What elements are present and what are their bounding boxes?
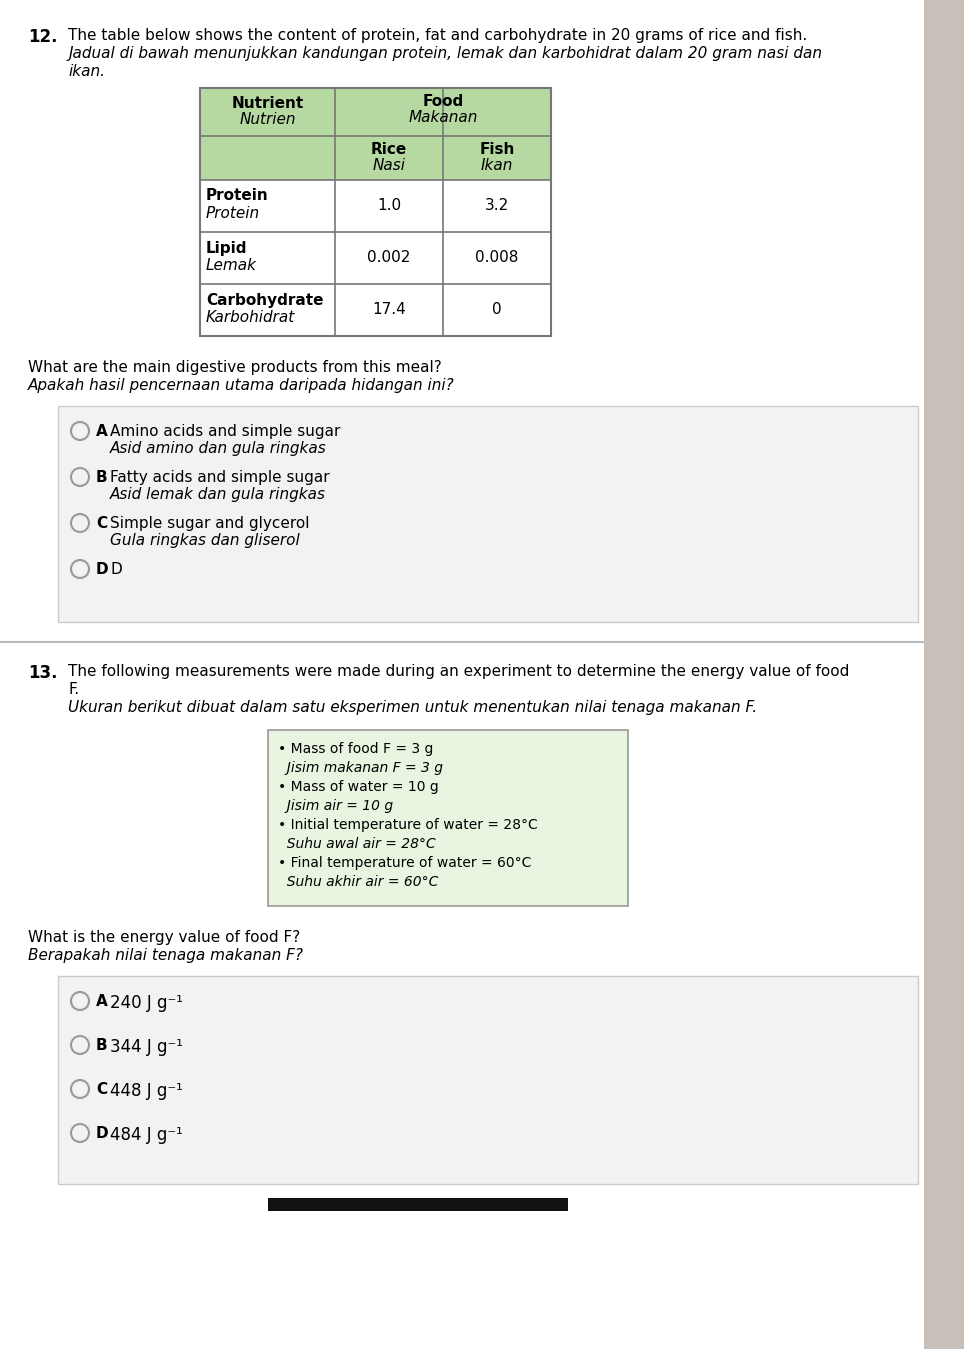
Text: Jadual di bawah menunjukkan kandungan protein, lemak dan karbohidrat dalam 20 gr: Jadual di bawah menunjukkan kandungan pr… — [68, 46, 822, 61]
Text: Asid lemak dan gula ringkas: Asid lemak dan gula ringkas — [110, 487, 326, 502]
Bar — [200, 88, 551, 179]
Text: Suhu awal air = 28°C: Suhu awal air = 28°C — [278, 836, 436, 851]
Text: Ukuran berikut dibuat dalam satu eksperimen untuk menentukan nilai tenaga makana: Ukuran berikut dibuat dalam satu eksperi… — [68, 700, 757, 715]
Text: Ikan: Ikan — [481, 158, 513, 173]
Text: 13.: 13. — [28, 664, 58, 683]
Text: Nutrient: Nutrient — [231, 96, 304, 111]
Text: Protein: Protein — [206, 206, 260, 221]
Text: Fish: Fish — [479, 142, 515, 156]
Bar — [924, 0, 964, 1349]
Text: Nasi: Nasi — [372, 158, 406, 173]
Text: 344 J g⁻¹: 344 J g⁻¹ — [110, 1037, 183, 1056]
Text: The table below shows the content of protein, fat and carbohydrate in 20 grams o: The table below shows the content of pro… — [68, 28, 807, 43]
Text: A: A — [96, 424, 108, 438]
Bar — [200, 179, 551, 232]
Text: Asid amino dan gula ringkas: Asid amino dan gula ringkas — [110, 441, 327, 456]
Bar — [200, 285, 551, 336]
Text: Jisim makanan F = 3 g: Jisim makanan F = 3 g — [278, 761, 443, 774]
Text: Apakah hasil pencernaan utama daripada hidangan ini?: Apakah hasil pencernaan utama daripada h… — [28, 378, 455, 393]
Text: • Mass of water = 10 g: • Mass of water = 10 g — [278, 780, 439, 795]
Text: Amino acids and simple sugar: Amino acids and simple sugar — [110, 424, 340, 438]
Text: ikan.: ikan. — [68, 63, 105, 80]
Text: Lemak: Lemak — [206, 259, 257, 274]
Text: What is the energy value of food F?: What is the energy value of food F? — [28, 929, 300, 946]
Text: Rice: Rice — [371, 142, 407, 156]
Text: Berapakah nilai tenaga makanan F?: Berapakah nilai tenaga makanan F? — [28, 948, 303, 963]
Text: Fatty acids and simple sugar: Fatty acids and simple sugar — [110, 469, 330, 486]
Bar — [58, 975, 918, 1184]
Text: 3.2: 3.2 — [485, 198, 509, 213]
Text: 17.4: 17.4 — [372, 302, 406, 317]
Text: 484 J g⁻¹: 484 J g⁻¹ — [110, 1126, 183, 1144]
Text: B: B — [96, 469, 108, 486]
Text: 1.0: 1.0 — [377, 198, 401, 213]
Bar — [58, 406, 918, 622]
Text: Nutrien: Nutrien — [239, 112, 296, 127]
Text: D: D — [96, 1126, 109, 1141]
Text: 0: 0 — [493, 302, 502, 317]
Bar — [200, 232, 551, 285]
Text: Carbohydrate: Carbohydrate — [206, 293, 324, 308]
Text: D: D — [110, 563, 121, 577]
Text: What are the main digestive products from this meal?: What are the main digestive products fro… — [28, 360, 442, 375]
Text: C: C — [96, 1082, 107, 1097]
Text: Karbohidrat: Karbohidrat — [206, 310, 295, 325]
Text: Protein: Protein — [206, 189, 269, 204]
Text: Gula ringkas dan gliserol: Gula ringkas dan gliserol — [110, 533, 300, 548]
Bar — [268, 1198, 568, 1211]
Text: Food: Food — [422, 94, 464, 109]
Text: • Initial temperature of water = 28°C: • Initial temperature of water = 28°C — [278, 817, 538, 832]
Text: B: B — [96, 1037, 108, 1054]
Text: Jisim air = 10 g: Jisim air = 10 g — [278, 799, 393, 813]
Text: 0.002: 0.002 — [367, 251, 411, 266]
Text: 240 J g⁻¹: 240 J g⁻¹ — [110, 994, 183, 1012]
Text: C: C — [96, 517, 107, 532]
Text: D: D — [96, 563, 109, 577]
Text: A: A — [96, 994, 108, 1009]
Text: The following measurements were made during an experiment to determine the energ: The following measurements were made dur… — [68, 664, 849, 679]
Bar — [268, 730, 628, 907]
Text: 448 J g⁻¹: 448 J g⁻¹ — [110, 1082, 183, 1099]
Text: Simple sugar and glycerol: Simple sugar and glycerol — [110, 517, 309, 532]
Text: 12.: 12. — [28, 28, 58, 46]
Text: Makanan: Makanan — [409, 111, 478, 125]
Text: Suhu akhir air = 60°C: Suhu akhir air = 60°C — [278, 876, 439, 889]
Text: F.: F. — [68, 683, 79, 697]
Text: 0.008: 0.008 — [475, 251, 519, 266]
Text: • Final temperature of water = 60°C: • Final temperature of water = 60°C — [278, 857, 531, 870]
Bar — [200, 88, 551, 336]
Text: • Mass of food F = 3 g: • Mass of food F = 3 g — [278, 742, 434, 755]
Text: Lipid: Lipid — [206, 240, 248, 255]
